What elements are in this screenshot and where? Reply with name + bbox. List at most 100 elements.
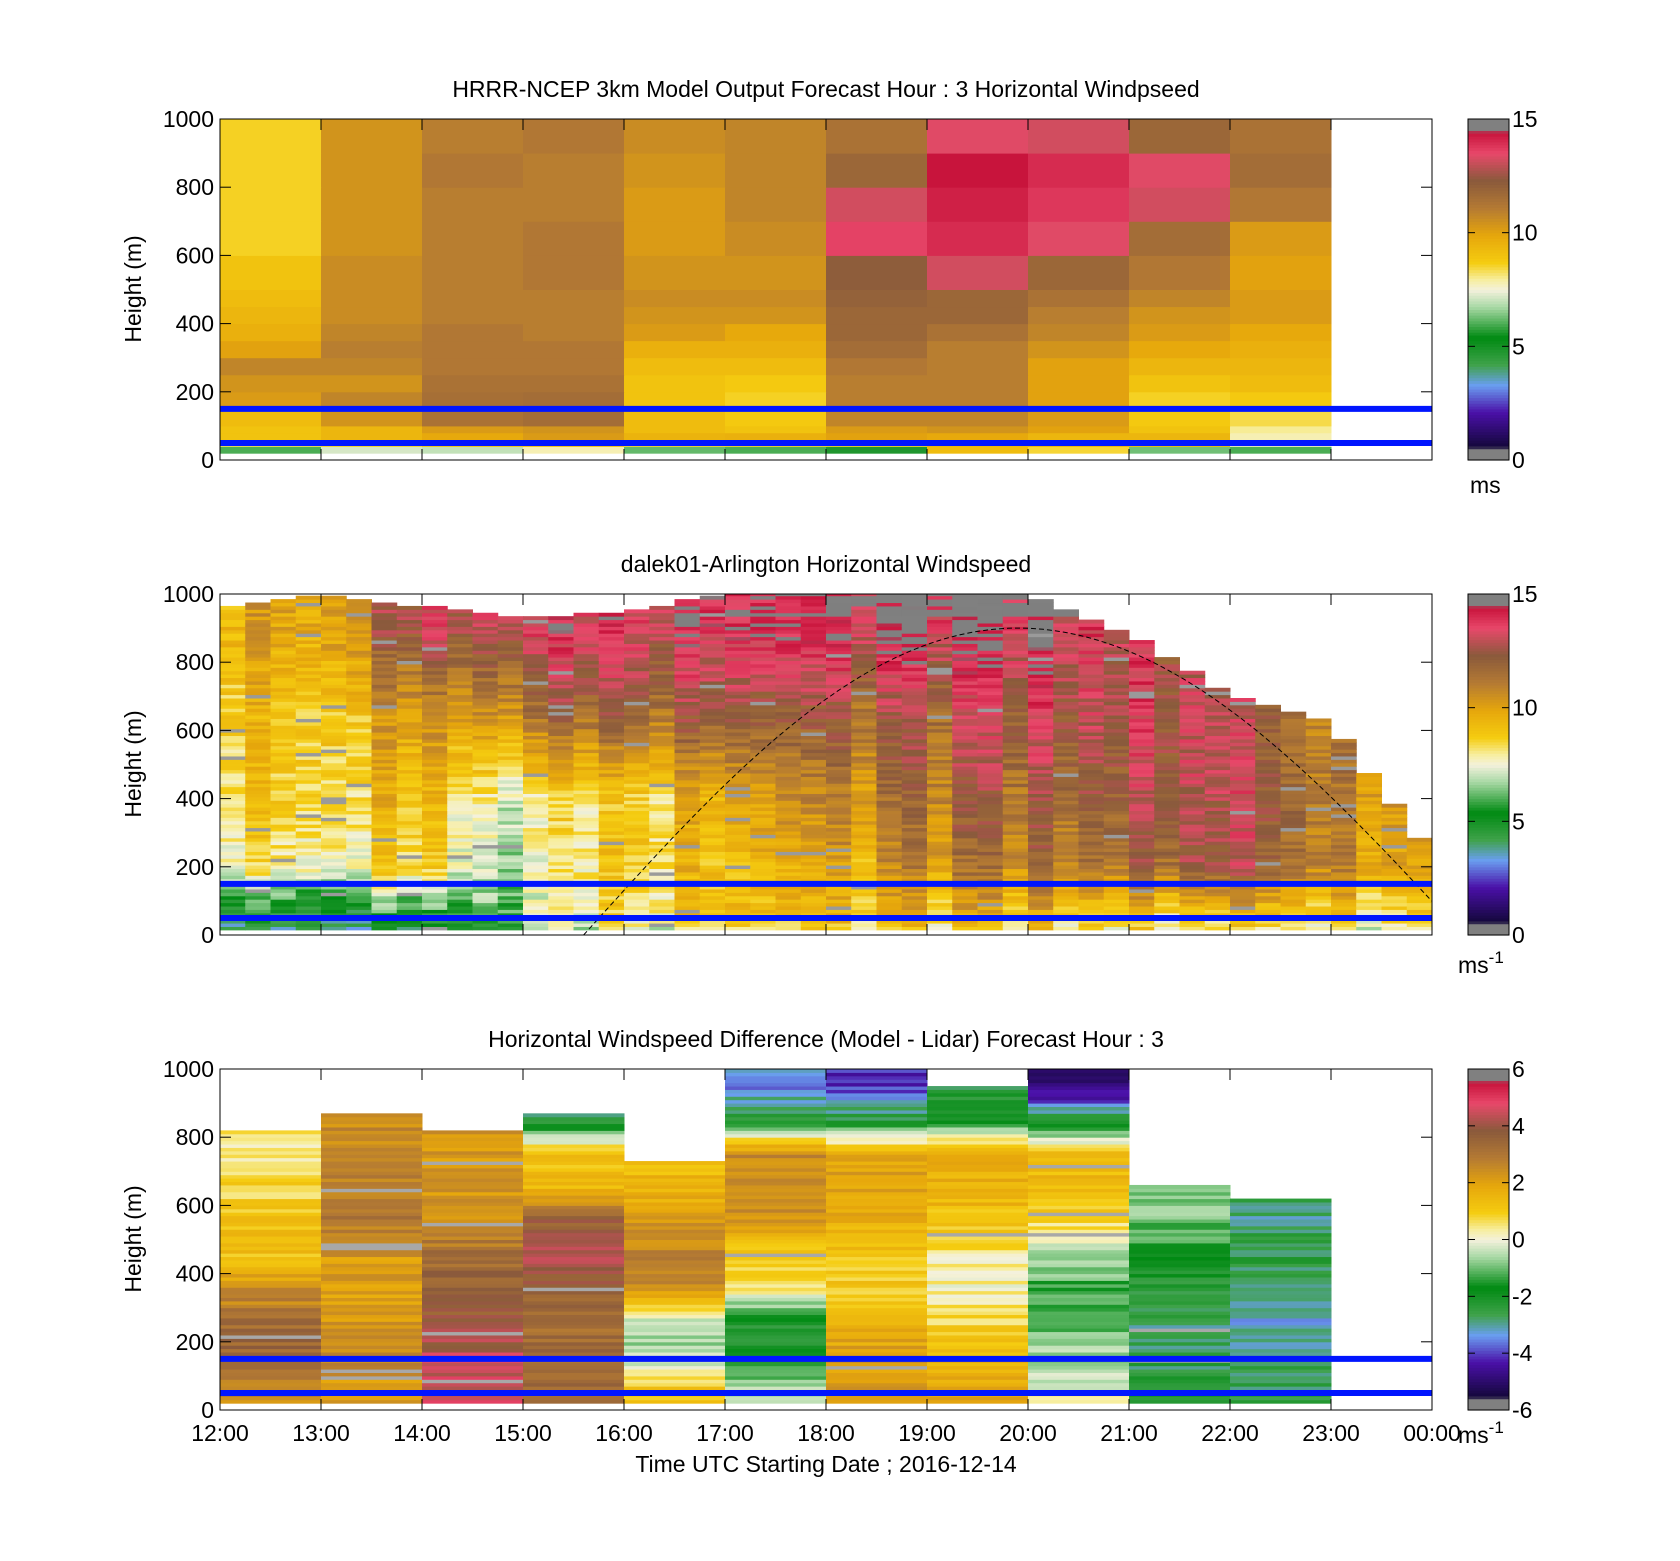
heatmap-cell (447, 899, 473, 904)
heatmap-cell (800, 773, 827, 777)
heatmap-cell (1154, 674, 1180, 679)
heatmap-cell (447, 755, 473, 760)
heatmap-cell (1053, 667, 1079, 672)
heatmap-cell (1129, 187, 1231, 222)
heatmap-cell (295, 796, 322, 801)
heatmap-cell (1230, 432, 1332, 441)
heatmap-cell (598, 888, 625, 893)
heatmap-cell (1179, 721, 1206, 726)
heatmap-cell (1154, 725, 1180, 730)
heatmap-cell (371, 755, 398, 760)
heatmap-cell (497, 830, 524, 835)
heatmap-cell (1280, 718, 1307, 723)
heatmap-cell (1002, 912, 1029, 917)
heatmap-cell (977, 657, 1004, 661)
heatmap-cell (573, 701, 600, 706)
heatmap-cell (295, 827, 322, 832)
heatmap-cell (447, 660, 473, 665)
heatmap-cell (674, 732, 701, 737)
heatmap-cell (876, 807, 903, 812)
heatmap-cell (523, 660, 549, 665)
heatmap-cell (624, 813, 650, 818)
heatmap-cell (396, 711, 423, 716)
heatmap-cell (977, 830, 1004, 835)
heatmap-cell (321, 643, 347, 648)
heatmap-cell (927, 776, 953, 781)
heatmap-cell (826, 735, 852, 740)
heatmap-cell (1179, 677, 1206, 682)
heatmap-cell (472, 868, 499, 873)
heatmap-cell (220, 1277, 322, 1281)
heatmap-cell (1002, 749, 1029, 754)
heatmap-cell (573, 895, 600, 900)
heatmap-cell (447, 885, 473, 890)
heatmap-cell (447, 728, 473, 733)
heatmap-cell (220, 715, 246, 719)
heatmap-cell (295, 817, 322, 822)
heatmap-cell (548, 643, 574, 648)
heatmap-cell (674, 790, 701, 794)
heatmap-cell (295, 912, 322, 917)
heatmap-cell (1028, 660, 1054, 665)
colorbar-swatch (1468, 320, 1509, 325)
heatmap-cell (1028, 153, 1130, 188)
heatmap-cell (422, 425, 524, 434)
heatmap-cell (952, 616, 978, 621)
heatmap-cell (220, 834, 246, 839)
heatmap-cell (750, 749, 776, 754)
heatmap-cell (674, 895, 701, 900)
heatmap-cell (1028, 837, 1054, 842)
heatmap-cell (598, 762, 625, 767)
heatmap-cell (523, 824, 549, 829)
heatmap-cell (1179, 680, 1206, 685)
heatmap-cell (1053, 926, 1079, 931)
heatmap-cell (1331, 813, 1357, 818)
heatmap-cell (346, 865, 372, 870)
heatmap-cell (321, 834, 347, 839)
heatmap-cell (952, 660, 978, 665)
heatmap-cell (1230, 851, 1256, 856)
colorbar-swatch (1468, 667, 1509, 672)
heatmap-cell (245, 626, 271, 631)
heatmap-cell (1028, 790, 1054, 794)
heatmap-cell (699, 629, 726, 634)
heatmap-cell (422, 807, 448, 812)
heatmap-cell (371, 865, 398, 870)
heatmap-cell (750, 820, 776, 825)
heatmap-cell (245, 633, 271, 638)
heatmap-cell (624, 807, 650, 812)
heatmap-cell (422, 1307, 524, 1312)
colorbar-swatch (1468, 673, 1509, 678)
heatmap-cell (952, 861, 978, 866)
heatmap-cell (1331, 793, 1357, 798)
heatmap-cell (346, 854, 372, 859)
heatmap-cell (1381, 817, 1408, 822)
heatmap-cell (598, 776, 625, 781)
heatmap-cell (927, 687, 953, 692)
heatmap-cell (1179, 926, 1206, 931)
heatmap-cell (624, 626, 650, 631)
heatmap-cell (826, 783, 852, 788)
heatmap-cell (800, 619, 827, 624)
heatmap-cell (295, 674, 322, 679)
colorbar-swatch (1468, 775, 1509, 780)
heatmap-cell (472, 622, 499, 627)
heatmap-cell (901, 837, 928, 842)
heatmap-cell (573, 725, 600, 730)
heatmap-cell (977, 715, 1004, 719)
colorbar-swatch (1468, 167, 1509, 171)
heatmap-cell (699, 888, 726, 893)
heatmap-cell (295, 708, 322, 713)
heatmap-cell (1129, 923, 1155, 927)
heatmap-cell (725, 834, 751, 839)
heatmap-cell (346, 926, 372, 931)
heatmap-cell (523, 902, 549, 907)
colorbar-swatch (1468, 684, 1509, 689)
heatmap-cell (371, 773, 398, 777)
heatmap-cell (1002, 715, 1029, 719)
heatmap-cell (270, 646, 297, 651)
heatmap-cell (624, 698, 650, 702)
heatmap-cell (220, 640, 246, 644)
heatmap-cell (598, 701, 625, 706)
heatmap-cell (321, 221, 423, 256)
